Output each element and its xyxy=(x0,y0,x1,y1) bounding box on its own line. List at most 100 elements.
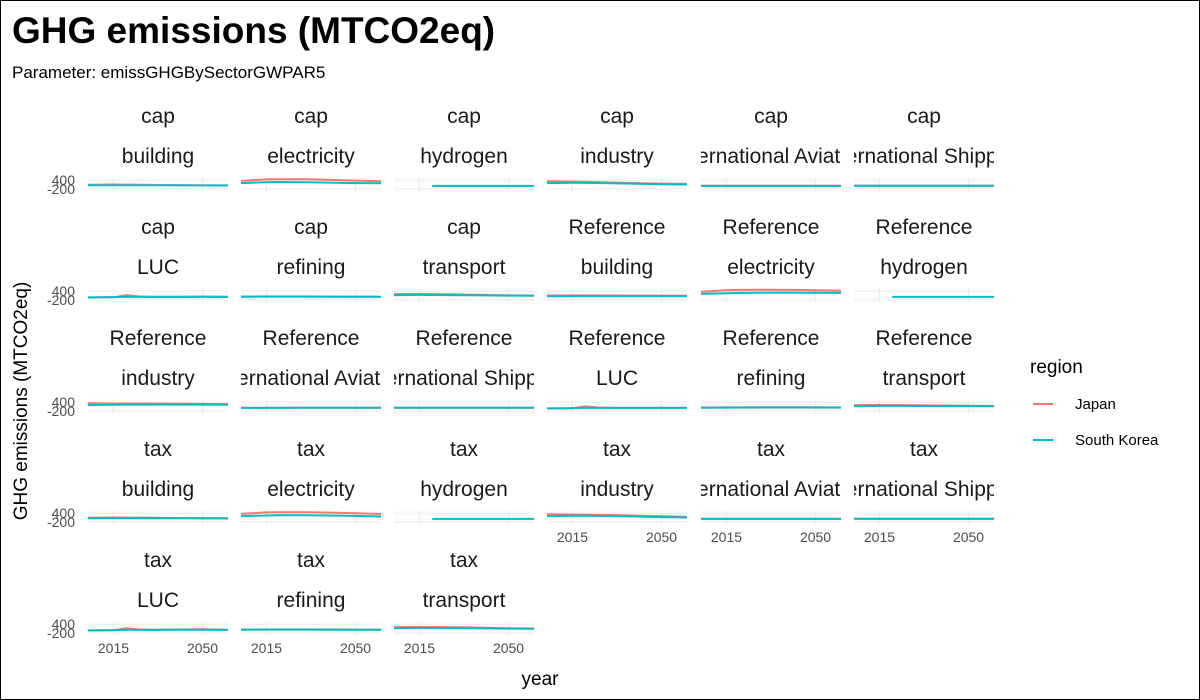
series-line-south-korea xyxy=(87,295,228,299)
strip-label-sector: industry xyxy=(121,367,195,390)
facet-panel: tax International Shipping 2015 2050 xyxy=(822,438,1025,545)
series-line-japan xyxy=(240,511,382,515)
facet-panel: tax International Aviation 2015 2050 xyxy=(674,438,869,545)
series-line-south-korea xyxy=(393,293,535,297)
strip-label-scenario: tax xyxy=(450,438,479,461)
strip-label-scenario: tax xyxy=(144,438,173,461)
series-line-south-korea xyxy=(700,291,842,295)
strip-label-scenario: cap xyxy=(754,105,788,128)
strip-label-scenario: tax xyxy=(144,549,173,572)
chart-subtitle: Parameter: emissGHGBySectorGWPAR5 xyxy=(12,63,325,82)
strip-label-sector: hydrogen xyxy=(420,478,508,501)
strip-label-sector: International Aviation xyxy=(674,478,869,501)
y-tick-label: 400 xyxy=(52,616,76,632)
y-tick-label: -200 xyxy=(47,625,75,641)
strip-label-sector: International Aviation xyxy=(674,145,869,168)
strip-label-sector: electricity xyxy=(267,145,355,168)
strip-label-sector: International Aviation xyxy=(214,367,409,390)
x-axis-label: year xyxy=(522,669,560,690)
facet-panel: tax electricity xyxy=(240,438,382,525)
y-tick-label: 400 xyxy=(52,394,76,410)
strip-label-scenario: cap xyxy=(447,216,481,239)
strip-label-sector: International Shipping xyxy=(822,478,1025,501)
facet-panel: Reference International Aviation xyxy=(214,327,409,414)
y-tick-label: 400 xyxy=(52,505,76,521)
series-line-south-korea xyxy=(240,514,382,518)
x-tick-label: 2050 xyxy=(187,640,218,656)
strip-label-sector: building xyxy=(122,145,194,168)
strip-label-scenario: Reference xyxy=(569,327,666,350)
x-tick-label: 2050 xyxy=(493,640,524,656)
y-tick-label: -200 xyxy=(47,292,75,308)
series-line-south-korea xyxy=(546,406,687,410)
x-tick-label: 2015 xyxy=(404,640,435,656)
facet-panel: cap hydrogen xyxy=(394,105,534,192)
facet-panel: tax hydrogen xyxy=(394,438,534,525)
x-tick-label: 2015 xyxy=(251,640,282,656)
facet-panel: Reference electricity xyxy=(700,216,842,303)
strip-label-scenario: cap xyxy=(294,105,328,128)
series-line-south-korea xyxy=(87,403,229,407)
facet-panel: tax industry 2015 2050 xyxy=(546,438,688,545)
legend-label: South Korea xyxy=(1075,432,1159,449)
x-tick-label: 2050 xyxy=(646,529,677,545)
strip-label-scenario: tax xyxy=(450,549,479,572)
strip-label-sector: transport xyxy=(423,256,506,279)
facet-panel: Reference hydrogen xyxy=(854,216,994,303)
strip-label-sector: refining xyxy=(737,367,806,390)
facet-panel: cap International Aviation xyxy=(674,105,869,192)
strip-label-sector: electricity xyxy=(727,256,815,279)
facet-panel: cap International Shipping xyxy=(822,105,1025,192)
strip-label-sector: building xyxy=(581,256,653,279)
x-tick-label: 2050 xyxy=(800,529,831,545)
y-tick-label: 400 xyxy=(52,283,76,299)
x-tick-label: 2015 xyxy=(98,640,129,656)
strip-label-sector: LUC xyxy=(137,256,179,279)
strip-label-sector: industry xyxy=(580,145,654,168)
facet-panel: cap electricity xyxy=(240,105,382,192)
strip-label-scenario: cap xyxy=(907,105,941,128)
legend: region Japan South Korea xyxy=(1030,357,1159,449)
series-line-japan xyxy=(700,288,842,293)
strip-label-scenario: Reference xyxy=(110,327,207,350)
legend-item-south-korea: South Korea xyxy=(1033,432,1159,449)
strip-label-scenario: Reference xyxy=(723,327,820,350)
strip-label-scenario: Reference xyxy=(723,216,820,239)
facet-panel: Reference International Shipping xyxy=(393,327,535,414)
y-tick-label: -200 xyxy=(47,403,75,419)
strip-label-scenario: tax xyxy=(603,438,632,461)
series-line-south-korea xyxy=(240,181,382,185)
y-tick-label: -200 xyxy=(47,514,75,530)
strip-label-scenario: Reference xyxy=(876,216,973,239)
strip-label-scenario: Reference xyxy=(263,327,360,350)
strip-label-sector: hydrogen xyxy=(420,145,508,168)
x-tick-label: 2015 xyxy=(864,529,895,545)
x-tick-label: 2015 xyxy=(711,529,742,545)
facet-panel: cap refining xyxy=(240,216,382,303)
x-tick-label: 2015 xyxy=(557,529,588,545)
strip-label-scenario: cap xyxy=(447,105,481,128)
facet-panels: capbuilding-200400capelectricitycaphydro… xyxy=(47,105,1025,656)
strip-label-sector: transport xyxy=(883,367,966,390)
series-line-south-korea xyxy=(546,514,688,519)
facet-panel: cap industry xyxy=(546,105,688,192)
x-tick-label: 2050 xyxy=(340,640,371,656)
strip-label-sector: International Shipping xyxy=(822,145,1025,168)
strip-label-sector: electricity xyxy=(267,478,355,501)
strip-label-scenario: tax xyxy=(757,438,786,461)
strip-label-sector: LUC xyxy=(137,589,179,612)
legend-title: region xyxy=(1030,357,1083,378)
y-axis-label: GHG emissions (MTCO2eq) xyxy=(11,282,32,521)
strip-label-sector: hydrogen xyxy=(880,256,968,279)
strip-label-scenario: cap xyxy=(294,216,328,239)
facet-panel: tax refining 2015 2050 xyxy=(240,549,382,656)
strip-label-sector: LUC xyxy=(596,367,638,390)
legend-item-japan: Japan xyxy=(1033,396,1116,413)
legend-label: Japan xyxy=(1075,396,1116,413)
